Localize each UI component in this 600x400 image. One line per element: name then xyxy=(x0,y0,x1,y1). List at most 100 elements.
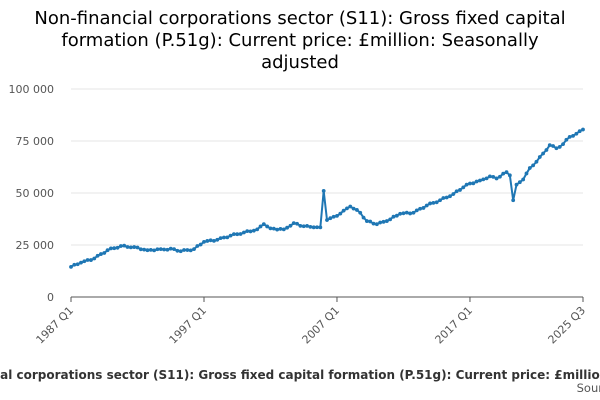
data-point xyxy=(241,230,246,235)
data-point xyxy=(491,174,496,179)
data-point xyxy=(531,163,536,168)
data-point xyxy=(524,171,529,176)
data-point xyxy=(361,215,366,220)
data-point xyxy=(328,216,333,221)
data-point xyxy=(428,201,432,206)
data-point xyxy=(391,214,396,219)
legend: Non-financial corporations sector (S11):… xyxy=(0,364,600,383)
data-point xyxy=(248,229,253,234)
data-point xyxy=(454,189,459,194)
data-point xyxy=(355,208,359,212)
x-tick-label: 2007 Q1 xyxy=(300,304,343,347)
chart-title: Non-financial corporations sector (S11):… xyxy=(34,8,566,73)
data-point xyxy=(125,245,130,249)
axes xyxy=(70,296,584,302)
series-line-layer xyxy=(70,128,584,268)
data-point xyxy=(192,247,196,252)
data-point xyxy=(365,219,369,223)
data-point xyxy=(132,245,137,249)
data-point xyxy=(232,232,236,237)
data-point xyxy=(381,219,386,224)
data-point xyxy=(371,221,376,226)
data-point xyxy=(142,247,147,252)
data-point xyxy=(557,145,562,149)
data-point xyxy=(325,218,329,222)
data-point xyxy=(115,245,120,250)
data-point xyxy=(581,127,585,132)
data-point xyxy=(408,211,413,216)
data-point xyxy=(414,208,419,213)
data-point xyxy=(182,248,186,252)
y-tick-label: 75 000 xyxy=(16,135,55,148)
data-point xyxy=(374,222,379,227)
data-point xyxy=(168,246,173,251)
data-points xyxy=(69,127,585,269)
data-point xyxy=(155,247,160,252)
data-point xyxy=(478,178,482,183)
data-point xyxy=(474,179,479,184)
data-point xyxy=(368,219,373,224)
data-point xyxy=(494,176,499,181)
data-point xyxy=(418,206,422,211)
data-point xyxy=(394,213,399,218)
data-point xyxy=(145,248,150,253)
data-point xyxy=(554,146,559,151)
data-point xyxy=(251,228,256,233)
data-point xyxy=(301,224,306,229)
data-point xyxy=(537,155,542,159)
data-point xyxy=(291,221,296,226)
legend-item[interactable]: Non-financial corporations sector (S11):… xyxy=(0,368,600,382)
y-tick-label: 0 xyxy=(47,291,54,304)
data-point xyxy=(158,247,163,252)
x-tick-labels: 1987 Q1 1997 Q1 2007 Q1 2017 Q1 2025 Q3 xyxy=(34,304,589,347)
data-point xyxy=(501,171,506,176)
data-point xyxy=(202,239,206,244)
data-point xyxy=(172,247,176,252)
data-point xyxy=(401,211,406,216)
data-point xyxy=(285,225,289,230)
data-point xyxy=(245,229,250,234)
data-point xyxy=(497,174,502,179)
x-tick-label: 2017 Q1 xyxy=(433,304,476,347)
data-point xyxy=(89,258,93,262)
data-point xyxy=(421,206,426,210)
data-point xyxy=(288,223,293,228)
data-point xyxy=(335,213,339,218)
data-point xyxy=(468,181,472,186)
data-point xyxy=(547,143,552,148)
data-point xyxy=(281,227,286,232)
data-point xyxy=(255,227,260,232)
data-point xyxy=(305,224,309,228)
data-point xyxy=(564,137,569,142)
data-point xyxy=(95,253,100,258)
data-point xyxy=(484,176,489,181)
x-tick-label: 1987 Q1 xyxy=(34,304,77,347)
data-point xyxy=(311,225,316,230)
data-point xyxy=(384,219,389,223)
data-point xyxy=(541,151,545,156)
data-point xyxy=(222,235,226,240)
data-point xyxy=(471,181,476,186)
data-point xyxy=(315,225,319,230)
data-point xyxy=(268,226,273,231)
data-point xyxy=(198,242,203,247)
data-point xyxy=(175,248,180,253)
data-point xyxy=(348,204,353,209)
data-point xyxy=(504,170,509,175)
data-point xyxy=(205,239,210,243)
data-point xyxy=(295,221,299,226)
data-point xyxy=(438,198,442,203)
data-point xyxy=(488,174,492,179)
data-point xyxy=(195,244,200,248)
data-point xyxy=(308,224,313,229)
y-tick-labels: 0 25 000 50 000 75 000 100 000 xyxy=(9,83,55,304)
data-point xyxy=(481,177,486,182)
data-point xyxy=(72,262,77,267)
data-point xyxy=(567,134,572,139)
data-point xyxy=(162,247,166,252)
data-point xyxy=(318,225,323,230)
data-point xyxy=(577,129,582,134)
source-note: Source: xyxy=(576,381,600,395)
data-point xyxy=(298,223,303,228)
